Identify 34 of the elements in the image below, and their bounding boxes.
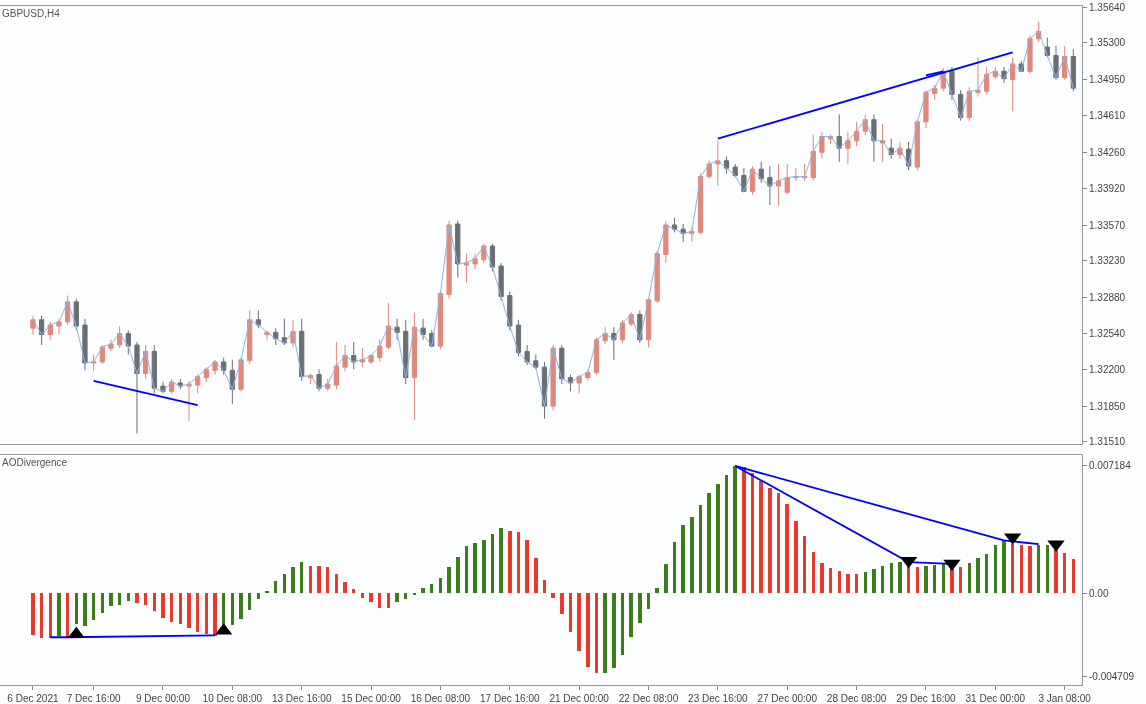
x-tick-label: 7 Dec 16:00 <box>66 693 122 704</box>
y-tick-label: 1.35300 <box>1089 37 1126 49</box>
y-tick-label: -0.004709 <box>1089 670 1135 682</box>
x-tick-label: 15 Dec 00:00 <box>341 693 402 704</box>
x-tick-label: 27 Dec 00:00 <box>757 693 818 704</box>
y-tick-label: 1.34950 <box>1089 74 1126 86</box>
x-tick-label: 28 Dec 08:00 <box>826 693 887 704</box>
x-tick-label: 9 Dec 00:00 <box>136 693 191 704</box>
chart-title: GBPUSD,H4 <box>2 8 61 19</box>
x-tick-label: 22 Dec 08:00 <box>618 693 679 704</box>
y-tick-label: 1.31850 <box>1089 400 1126 412</box>
x-tick-label: 31 Dec 00:00 <box>965 693 1026 704</box>
chart-title: AODivergence <box>2 457 68 468</box>
x-tick-label: 17 Dec 16:00 <box>480 693 540 704</box>
y-tick-label: 1.34260 <box>1089 146 1126 158</box>
y-tick-label: 1.33230 <box>1089 255 1126 267</box>
x-tick-label: 29 Dec 16:00 <box>896 693 957 704</box>
y-tick-label: 1.32200 <box>1089 363 1126 375</box>
x-tick-label: 23 Dec 16:00 <box>688 693 749 704</box>
y-tick-label: 1.31510 <box>1089 436 1126 448</box>
y-tick-label: 1.32540 <box>1089 327 1126 339</box>
y-tick-label: 0.00 <box>1089 587 1109 599</box>
y-tick-label: 1.33920 <box>1089 182 1126 194</box>
x-tick-label: 21 Dec 00:00 <box>549 693 610 704</box>
y-tick-label: 1.32880 <box>1089 292 1126 304</box>
x-tick-label: 10 Dec 08:00 <box>202 693 263 704</box>
x-tick-label: 16 Dec 08:00 <box>410 693 471 704</box>
y-tick-label: 1.35640 <box>1089 1 1126 13</box>
x-tick-label: 3 Jan 08:00 <box>1038 693 1092 704</box>
x-tick-label: 13 Dec 16:00 <box>271 693 332 704</box>
y-tick-label: 1.34610 <box>1089 110 1126 121</box>
x-tick-label: 6 Dec 2021 <box>7 693 59 704</box>
y-tick-label: 1.33570 <box>1089 219 1126 231</box>
y-tick-label: 0.007184 <box>1089 460 1132 472</box>
